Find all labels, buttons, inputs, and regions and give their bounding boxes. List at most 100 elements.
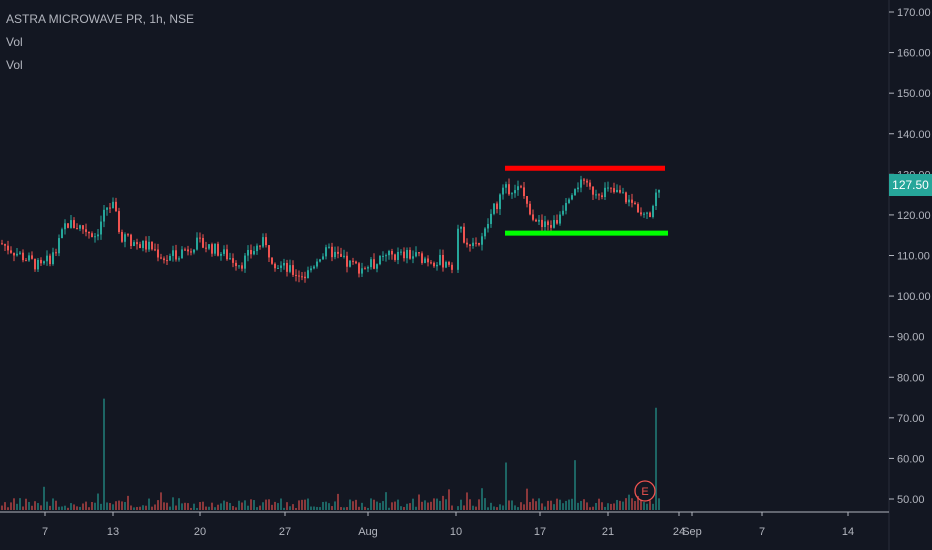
candle-body bbox=[610, 187, 612, 189]
volume-bar bbox=[436, 498, 438, 510]
volume-bar bbox=[535, 501, 537, 510]
earnings-marker[interactable]: E bbox=[634, 480, 656, 502]
x-tick-label: Sep bbox=[682, 526, 702, 538]
candle-body bbox=[646, 212, 648, 214]
candle-body bbox=[151, 241, 153, 250]
candle-body bbox=[31, 255, 33, 259]
candle-body bbox=[490, 213, 492, 224]
candle-body bbox=[190, 251, 192, 253]
volume-bar bbox=[646, 503, 648, 510]
candle-body bbox=[613, 188, 615, 193]
candle-body bbox=[61, 229, 63, 239]
volume-bar bbox=[301, 499, 303, 510]
volume-bar bbox=[262, 502, 264, 510]
volume-indicator-label-2[interactable]: Vol bbox=[6, 58, 23, 72]
candle-body bbox=[163, 258, 165, 261]
volume-bar bbox=[289, 506, 291, 510]
candle-body bbox=[64, 223, 66, 230]
candle-body bbox=[217, 243, 219, 256]
volume-bar bbox=[349, 499, 351, 510]
x-tick-label: 10 bbox=[450, 526, 462, 538]
candle-body bbox=[166, 260, 168, 262]
volume-indicator-label[interactable]: Vol bbox=[6, 35, 23, 49]
candle-body bbox=[292, 265, 294, 275]
candle-body bbox=[472, 242, 474, 246]
volume-bar bbox=[103, 398, 105, 510]
volume-bar bbox=[85, 501, 87, 510]
volume-bar bbox=[616, 499, 618, 510]
candle-body bbox=[241, 265, 243, 269]
candle-body bbox=[67, 223, 69, 228]
candle-body bbox=[229, 258, 231, 260]
candle-body bbox=[466, 242, 468, 245]
volume-bar bbox=[547, 500, 549, 510]
candle-body bbox=[160, 257, 162, 259]
candle-body bbox=[445, 262, 447, 268]
y-tick-label: 170.00 bbox=[897, 7, 931, 19]
volume-bar bbox=[67, 507, 69, 510]
volume-bar bbox=[49, 505, 51, 510]
volume-bar bbox=[343, 507, 345, 510]
volume-bar bbox=[64, 505, 66, 510]
candle-body bbox=[571, 195, 573, 200]
volume-bar bbox=[166, 502, 168, 510]
candle-body bbox=[343, 255, 345, 257]
candle-body bbox=[517, 186, 519, 191]
candle-body bbox=[379, 255, 381, 265]
candle-body bbox=[493, 203, 495, 214]
candle-body bbox=[649, 212, 651, 217]
candle-body bbox=[520, 186, 522, 188]
volume-bar bbox=[238, 500, 240, 510]
volume-bar bbox=[115, 501, 117, 510]
volume-bar bbox=[205, 506, 207, 510]
candle-body bbox=[70, 220, 72, 228]
volume-bar bbox=[253, 500, 255, 510]
x-tick-label: 14 bbox=[842, 526, 854, 538]
volume-bar bbox=[112, 504, 114, 510]
volume-bar bbox=[472, 505, 474, 510]
volume-bar bbox=[55, 500, 57, 510]
candle-body bbox=[304, 276, 306, 279]
volume-bar bbox=[88, 507, 90, 510]
candle-body bbox=[502, 187, 504, 195]
volume-bar bbox=[448, 489, 450, 510]
volume-bar bbox=[370, 498, 372, 510]
volume-bar bbox=[7, 507, 9, 510]
volume-bar bbox=[190, 507, 192, 510]
volume-bar bbox=[496, 507, 498, 510]
symbol-title[interactable]: ASTRA MICROWAVE PR, 1h, NSE bbox=[6, 12, 195, 26]
candle-body bbox=[136, 242, 138, 245]
x-tick-label: 21 bbox=[602, 526, 614, 538]
volume-bar bbox=[622, 501, 624, 510]
candle-body bbox=[268, 245, 270, 258]
volume-bar bbox=[136, 506, 138, 510]
earnings-marker-label: E bbox=[641, 486, 648, 498]
volume-bar bbox=[445, 499, 447, 510]
volume-bar bbox=[40, 505, 42, 510]
volume-bar bbox=[43, 486, 45, 510]
volume-bar bbox=[649, 500, 651, 510]
candle-body bbox=[139, 244, 141, 249]
volume-bar bbox=[151, 506, 153, 510]
volume-bar bbox=[313, 506, 315, 510]
volume-bar bbox=[397, 499, 399, 510]
candle-body bbox=[214, 243, 216, 254]
candle-body bbox=[283, 262, 285, 266]
volume-bar bbox=[409, 503, 411, 510]
volume-bar bbox=[592, 506, 594, 510]
x-tick-label: 27 bbox=[279, 526, 291, 538]
x-tick-label: 24 bbox=[673, 526, 685, 538]
candle-body bbox=[307, 270, 309, 279]
candle-body bbox=[211, 244, 213, 254]
candle-body bbox=[586, 180, 588, 183]
volume-bar bbox=[382, 501, 384, 510]
volume-bar bbox=[235, 507, 237, 510]
volume-bar bbox=[4, 502, 6, 510]
volume-bar bbox=[250, 499, 252, 510]
volume-bar bbox=[100, 503, 102, 510]
candle-body bbox=[184, 249, 186, 251]
volume-bar bbox=[457, 506, 459, 510]
volume-bar bbox=[142, 505, 144, 510]
candle-body bbox=[496, 203, 498, 210]
